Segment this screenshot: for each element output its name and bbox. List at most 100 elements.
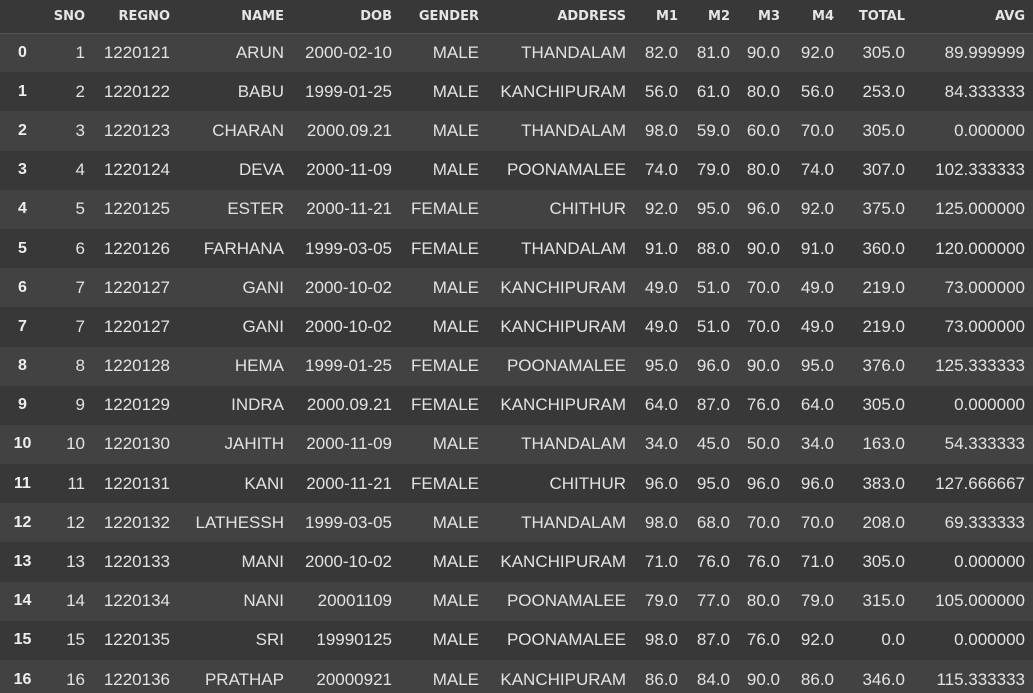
cell-m4: 92.0 <box>800 42 834 62</box>
cell-dob: 1999-01-25 <box>305 356 392 376</box>
cell-sno: 5 <box>75 199 85 219</box>
row-index: 15 <box>13 631 32 649</box>
cell-name: GANI <box>242 316 284 336</box>
table-row: 8 8 1220128 HEMA 1999-01-25 FEMALE POONAMALEE 9… <box>0 346 1033 386</box>
row-index: 14 <box>13 592 32 610</box>
table-row: 12 12 1220132 LATHESSH 1999-03-05 MALE THANDAL… <box>0 503 1033 543</box>
table-row: 15 15 1220135 SRI 19990125 MALE POONAMALEE 98.0… <box>0 620 1033 660</box>
table-row: 14 14 1220134 NANI 20001109 MALE POONAMALEE 79.… <box>0 581 1033 621</box>
cell-address: POONAMALEE <box>506 630 626 650</box>
cell-m4: 70.0 <box>800 512 834 532</box>
cell-m1: 56.0 <box>644 81 678 101</box>
cell-dob: 2000-11-21 <box>306 473 392 493</box>
cell-total: 163.0 <box>862 434 905 454</box>
cell-m2: 81.0 <box>696 42 730 62</box>
cell-sno: 9 <box>75 395 85 415</box>
cell-m3: 80.0 <box>746 160 780 180</box>
cell-gender: MALE <box>432 160 479 180</box>
column-header-avg: AVG <box>913 0 1033 34</box>
cell-m3: 50.0 <box>746 434 780 454</box>
cell-address: KANCHIPURAM <box>500 277 626 297</box>
column-header-name: NAME <box>178 0 292 34</box>
cell-name: BABU <box>237 81 284 101</box>
cell-m1: 74.0 <box>644 160 678 180</box>
cell-m1: 92.0 <box>644 199 678 219</box>
table-row: 3 4 1220124 DEVA 2000-11-09 MALE POONAMALEE 74.… <box>0 150 1033 190</box>
cell-gender: FEMALE <box>410 199 479 219</box>
cell-m1: 98.0 <box>644 120 678 140</box>
cell-m1: 98.0 <box>644 630 678 650</box>
cell-name: JAHITH <box>224 434 285 454</box>
cell-m3: 70.0 <box>746 316 780 336</box>
index-header <box>0 0 45 34</box>
cell-m1: 91.0 <box>644 238 678 258</box>
cell-gender: MALE <box>432 120 479 140</box>
cell-regno: 1220127 <box>103 316 170 336</box>
cell-m3: 90.0 <box>746 238 780 258</box>
column-header-gender: GENDER <box>400 0 487 34</box>
cell-avg: 120.000000 <box>935 238 1025 258</box>
column-header-dob: DOB <box>292 0 400 34</box>
table-body: 0 1 1220121 ARUN 2000-02-10 MALE THANDALAM 82.0… <box>0 33 1033 693</box>
cell-avg: 89.999999 <box>944 42 1025 62</box>
cell-m3: 76.0 <box>746 630 780 650</box>
cell-sno: 4 <box>75 160 85 180</box>
cell-address: POONAMALEE <box>506 591 626 611</box>
cell-name: ESTER <box>227 199 284 219</box>
cell-m1: 86.0 <box>644 669 678 689</box>
cell-m3: 70.0 <box>746 512 780 532</box>
cell-dob: 2000-11-09 <box>306 160 392 180</box>
cell-sno: 11 <box>67 473 85 493</box>
cell-m4: 79.0 <box>800 591 834 611</box>
header-row: SNO REGNO NAME DOB GENDER ADDRESS M1 M2 M3 M4 TOTA… <box>0 0 1033 34</box>
cell-name: NANI <box>243 591 284 611</box>
table-row: 11 11 1220131 KANI 2000-11-21 FEMALE CHITHUR 96… <box>0 464 1033 504</box>
cell-dob: 2000-02-10 <box>305 42 392 62</box>
cell-m2: 45.0 <box>696 434 730 454</box>
cell-address: KANCHIPURAM <box>500 316 626 336</box>
row-index: 8 <box>18 357 27 375</box>
row-index: 1 <box>18 82 27 100</box>
cell-sno: 1 <box>75 42 85 62</box>
cell-avg: 54.333333 <box>944 434 1025 454</box>
cell-address: CHITHUR <box>549 473 627 493</box>
row-index: 16 <box>13 670 32 688</box>
cell-address: THANDALAM <box>521 434 626 454</box>
cell-total: 376.0 <box>862 356 905 376</box>
cell-dob: 2000-11-09 <box>306 434 392 454</box>
table-row: 1 2 1220122 BABU 1999-01-25 MALE KANCHIPURAM 56… <box>0 72 1033 112</box>
cell-m2: 95.0 <box>696 199 730 219</box>
cell-m4: 64.0 <box>800 395 834 415</box>
cell-sno: 7 <box>75 316 85 336</box>
row-index: 6 <box>18 278 27 296</box>
cell-regno: 1220124 <box>103 160 170 180</box>
cell-m1: 98.0 <box>644 512 678 532</box>
cell-avg: 115.333333 <box>936 669 1025 689</box>
cell-dob: 20000921 <box>316 669 392 689</box>
cell-regno: 1220121 <box>103 42 170 62</box>
cell-m2: 61.0 <box>696 81 730 101</box>
cell-m1: 79.0 <box>644 591 678 611</box>
cell-m3: 60.0 <box>746 120 780 140</box>
column-header-regno: REGNO <box>93 0 178 34</box>
cell-sno: 10 <box>66 434 85 454</box>
cell-dob: 19990125 <box>316 630 392 650</box>
cell-m4: 49.0 <box>800 316 834 336</box>
cell-sno: 15 <box>66 630 85 650</box>
cell-gender: MALE <box>432 591 479 611</box>
cell-name: FARHANA <box>203 238 284 258</box>
cell-m1: 96.0 <box>644 473 678 493</box>
row-index: 4 <box>18 200 27 218</box>
table-row: 0 1 1220121 ARUN 2000-02-10 MALE THANDALAM 82.0… <box>0 33 1033 73</box>
cell-total: 305.0 <box>862 552 905 572</box>
cell-m4: 92.0 <box>800 630 834 650</box>
row-index: 12 <box>13 513 32 531</box>
cell-m3: 96.0 <box>746 199 780 219</box>
cell-regno: 1220122 <box>103 81 170 101</box>
column-header-total: TOTAL <box>842 0 913 34</box>
cell-avg: 102.333333 <box>935 160 1025 180</box>
cell-avg: 73.000000 <box>944 316 1025 336</box>
column-header-m3: M3 <box>738 0 788 34</box>
